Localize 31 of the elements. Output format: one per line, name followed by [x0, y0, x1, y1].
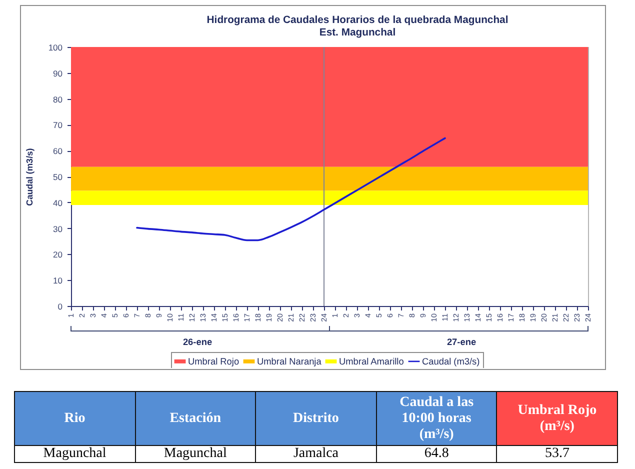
- y-tick-label: 30: [53, 224, 63, 234]
- category-label: Estación: [135, 392, 256, 446]
- text: Magunchal: [164, 446, 227, 461]
- y-tick-label: 60: [53, 146, 63, 156]
- y-tick-label: 20: [53, 250, 63, 260]
- y-tick-label: 90: [53, 68, 63, 78]
- legend-label: Caudal (m3/s): [422, 356, 480, 366]
- legend-label: Umbral Amarillo: [339, 356, 404, 366]
- legend-label: Umbral Rojo: [188, 356, 240, 366]
- y-tick-label: 50: [53, 172, 63, 182]
- category-label: Distrito: [256, 392, 376, 446]
- y-tick-label: 80: [53, 94, 63, 104]
- y-tick-label: 100: [48, 42, 63, 52]
- y-tick-label: 10: [53, 276, 63, 286]
- category-label: Rio: [14, 392, 136, 446]
- chart-subtitle: Est. Magunchal: [319, 28, 396, 39]
- line-series: [136, 137, 446, 242]
- y-tick-label: 40: [53, 198, 63, 208]
- text: Jamalca: [293, 446, 339, 461]
- y-tick-label: 70: [53, 120, 63, 130]
- y-axis-title: Caudal (m3/s): [24, 148, 34, 206]
- category-label: Caudal a las 10:00 horas (m³/s): [376, 392, 497, 446]
- text: 27-ene: [446, 337, 476, 347]
- chart-title: Hidrograma de Caudales Horarios de la quebrada Magunchal: [206, 15, 508, 26]
- legend-label: Umbral Naranja: [257, 356, 322, 366]
- y-tick-label: 0: [58, 302, 63, 312]
- text: Magunchal: [43, 446, 106, 461]
- text: 53.7: [544, 446, 570, 461]
- category-label: Umbral Rojo (m³/s): [496, 392, 618, 446]
- text: 26-ene: [182, 337, 212, 347]
- text: 64.8: [424, 446, 449, 461]
